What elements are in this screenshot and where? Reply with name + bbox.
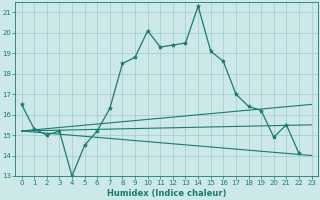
X-axis label: Humidex (Indice chaleur): Humidex (Indice chaleur) xyxy=(107,189,226,198)
